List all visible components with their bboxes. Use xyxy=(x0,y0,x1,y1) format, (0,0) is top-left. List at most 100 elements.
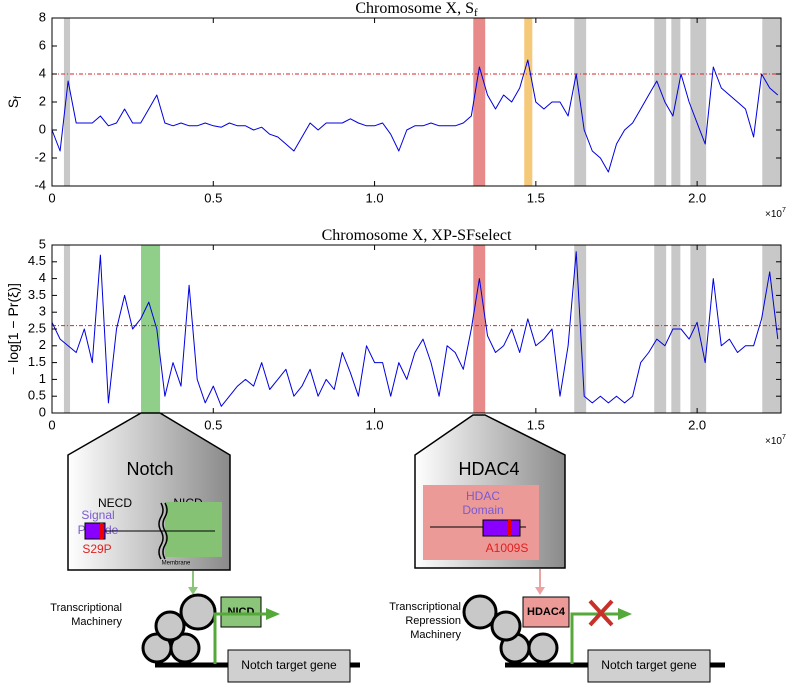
y-tick-label: 0 xyxy=(39,121,46,136)
x-tick-label: 0.5 xyxy=(204,190,222,205)
protein-complex xyxy=(179,593,217,631)
highlight-band xyxy=(654,245,667,413)
hdac-domain xyxy=(482,519,521,537)
highlight-band xyxy=(63,245,71,413)
y-tick-label: -4 xyxy=(34,177,46,192)
protein-complex xyxy=(169,632,201,664)
x-multiplier: ×107 xyxy=(765,434,786,447)
y-axis-label: − log[1 − Pr(ξ)] xyxy=(5,283,21,375)
data-line xyxy=(52,251,779,407)
y-tick-label: 1 xyxy=(39,371,46,386)
chart-title: Chromosome X, XP-SFselect xyxy=(322,227,512,244)
machinery-label: Machinery xyxy=(71,616,122,628)
title-text: Chromosome X, XP-SFselect xyxy=(322,227,512,244)
y-tick-label: 2 xyxy=(39,93,46,108)
y-label-text: S xyxy=(5,99,21,108)
y-tick-label: 3 xyxy=(39,304,46,319)
block-mark xyxy=(588,599,614,627)
multiplier-base: ×10 xyxy=(765,209,782,220)
arrow-head xyxy=(535,587,545,595)
multiplier-exponent: 7 xyxy=(782,434,786,441)
repression-panel: Transcriptional Repression Machinery HDA… xyxy=(389,594,725,683)
highlight-band xyxy=(690,18,707,186)
gene-box xyxy=(227,649,351,683)
x-tick-label: 1.5 xyxy=(527,417,545,432)
y-tick-label: 4 xyxy=(39,65,46,80)
y-tick-label: -2 xyxy=(34,149,46,164)
highlight-band xyxy=(63,18,71,186)
nicd-region xyxy=(165,502,222,557)
x-tick-label: 1.5 xyxy=(527,190,545,205)
multiplier-base: ×10 xyxy=(765,436,782,447)
machinery-label: Transcriptional xyxy=(389,601,461,613)
arrow-head xyxy=(618,608,632,620)
plot-area xyxy=(52,245,781,413)
machinery-label: Machinery xyxy=(410,629,461,641)
membrane-label: Membrane xyxy=(162,561,191,567)
chart-title: Chromosome X, Sf xyxy=(355,0,478,19)
x-tick-label: 2.0 xyxy=(688,417,706,432)
protein-complex xyxy=(462,594,498,630)
y-label-text: − log[1 − Pr(ξ)] xyxy=(5,283,21,375)
mutation-site xyxy=(100,523,103,539)
highlight-band xyxy=(654,18,667,186)
gene-box xyxy=(587,649,711,683)
y-tick-label: 4.5 xyxy=(28,253,46,268)
y-axis-label: Sf xyxy=(5,96,24,108)
callout-title: HDAC4 xyxy=(458,459,519,479)
highlight-band xyxy=(473,245,486,413)
y-tick-label: 5 xyxy=(39,236,46,251)
y-tick-label: 2.5 xyxy=(28,320,46,335)
arrow-head xyxy=(266,608,280,620)
mutation-label: A1009S xyxy=(486,541,529,555)
x-tick-label: 0 xyxy=(48,417,55,432)
membrane xyxy=(158,502,168,560)
x-tick-label: 0.5 xyxy=(204,417,222,432)
y-tick-label: 3.5 xyxy=(28,287,46,302)
y-label-subscript: f xyxy=(13,96,24,99)
box-label: HDAC4 xyxy=(527,606,566,618)
gene-label: Notch target gene xyxy=(241,658,337,672)
chart: Chromosome X, XP-SFselect − log[1 − Pr(ξ)… xyxy=(5,227,786,447)
highlight-band xyxy=(762,18,781,186)
x-tick-label: 2.0 xyxy=(688,190,706,205)
mutation-label: S29P xyxy=(82,542,111,556)
signal-label: Signal xyxy=(81,508,114,522)
highlight-band xyxy=(141,245,161,413)
x-tick-label: 1.0 xyxy=(366,417,384,432)
domain-label: Domain xyxy=(462,503,503,517)
gene-label: Notch target gene xyxy=(601,658,697,672)
y-tick-label: 4 xyxy=(39,270,46,285)
notch-callout: Notch NECD NICD Signal Peptide S29P Memb… xyxy=(67,412,231,595)
y-tick-label: 6 xyxy=(39,37,46,52)
domain-label: HDAC xyxy=(466,489,500,503)
plot-area xyxy=(52,18,781,186)
y-tick-label: 1.5 xyxy=(28,354,46,369)
highlight-band xyxy=(473,18,486,186)
y-tick-label: 8 xyxy=(39,9,46,24)
title-text: Chromosome X, S xyxy=(355,0,474,17)
x-tick-label: 1.0 xyxy=(366,190,384,205)
protein-complex xyxy=(527,632,559,664)
y-tick-label: 0 xyxy=(39,404,46,419)
title-subscript: f xyxy=(474,7,478,19)
transcription-arrow xyxy=(213,612,268,664)
hdac-callout: HDAC4 HDAC Domain A1009S xyxy=(414,414,566,595)
machinery-label: Transcriptional xyxy=(50,602,122,614)
protein-complex xyxy=(490,610,522,642)
arrow-head xyxy=(188,587,198,595)
activation-panel: Transcriptional Machinery NICD Notch tar… xyxy=(50,593,360,683)
x-tick-label: 0 xyxy=(48,190,55,205)
y-tick-label: 0.5 xyxy=(28,388,46,403)
mutation-site xyxy=(508,520,511,536)
highlight-band xyxy=(524,18,533,186)
callout-title: Notch xyxy=(126,459,173,479)
hdac-box xyxy=(522,596,570,628)
x-multiplier: ×107 xyxy=(765,207,786,220)
machinery-label: Repression xyxy=(405,615,461,627)
domain-label: NECD xyxy=(98,496,132,510)
nicd-box xyxy=(220,596,262,628)
protein-complex xyxy=(154,610,186,642)
